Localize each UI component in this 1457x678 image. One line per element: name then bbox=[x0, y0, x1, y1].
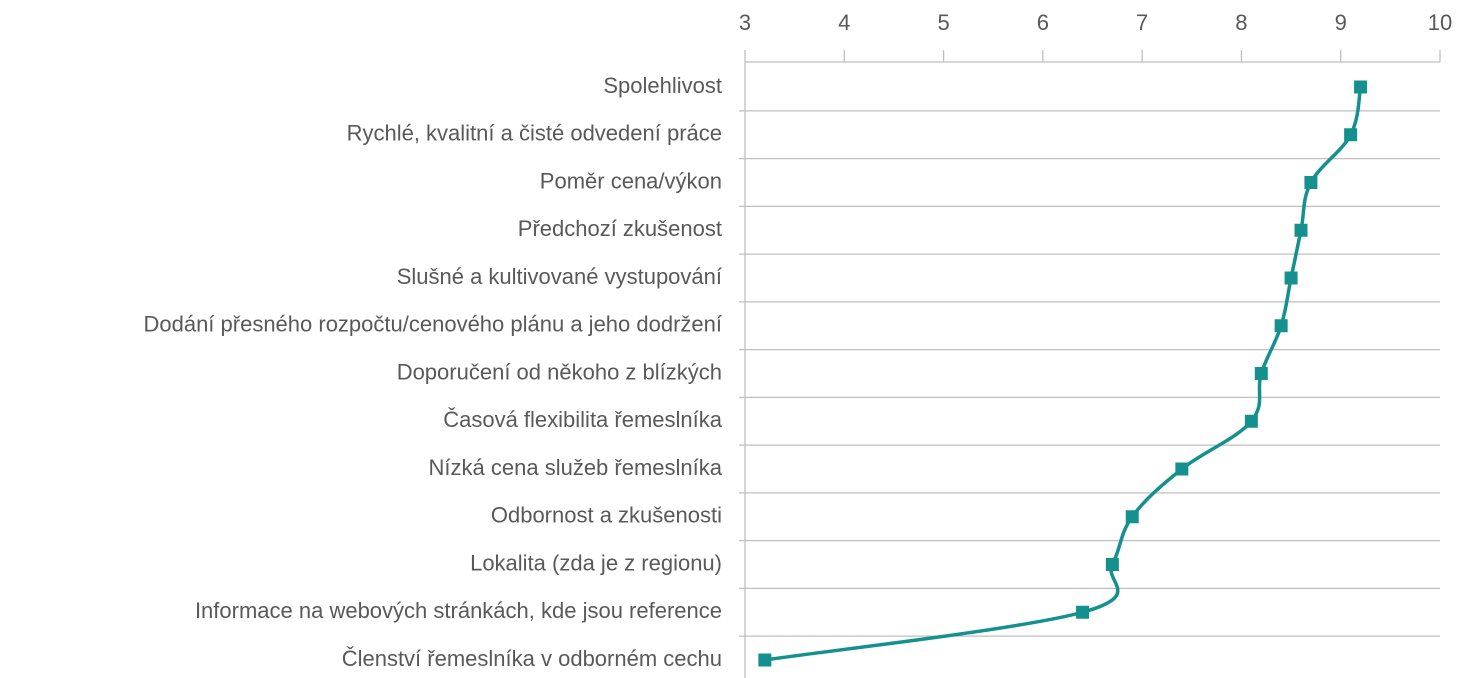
y-tick-label: Informace na webových stránkách, kde jso… bbox=[195, 598, 722, 623]
x-tick-label: 10 bbox=[1428, 10, 1452, 35]
y-tick-label: Rychlé, kvalitní a čisté odvedení práce bbox=[347, 121, 722, 146]
y-tick-label: Slušné a kultivované vystupování bbox=[397, 264, 722, 289]
marker bbox=[1354, 80, 1368, 94]
x-tick-label: 3 bbox=[739, 10, 751, 35]
y-tick-label: Dodání přesného rozpočtu/cenového plánu … bbox=[143, 312, 722, 337]
marker bbox=[1076, 605, 1090, 619]
marker bbox=[1254, 367, 1268, 380]
y-tick-label: Lokalita (zda je z regionu) bbox=[470, 550, 722, 575]
marker bbox=[1284, 271, 1298, 285]
marker bbox=[1294, 223, 1308, 237]
marker bbox=[1105, 558, 1119, 571]
y-tick-label: Doporučení od někoho z blízkých bbox=[397, 359, 722, 384]
marker bbox=[1344, 128, 1358, 142]
y-tick-label: Poměr cena/výkon bbox=[540, 168, 722, 193]
y-tick-label: Spolehlivost bbox=[603, 73, 722, 98]
marker bbox=[1304, 176, 1318, 189]
x-tick-label: 5 bbox=[937, 10, 949, 35]
x-tick-label: 4 bbox=[838, 10, 850, 35]
y-tick-label: Předchozí zkušenost bbox=[518, 216, 722, 241]
x-tick-label: 8 bbox=[1235, 10, 1247, 35]
y-tick-label: Časová flexibilita řemeslníka bbox=[443, 407, 723, 432]
y-tick-label: Nízká cena služeb řemeslníka bbox=[429, 455, 723, 480]
y-tick-label: Odbornost a zkušenosti bbox=[491, 503, 722, 528]
marker bbox=[1175, 462, 1189, 476]
data-line bbox=[764, 86, 1363, 662]
x-tick-label: 7 bbox=[1136, 10, 1148, 35]
y-tick-label: Členství řemeslníka v odborném cechu bbox=[342, 646, 722, 671]
marker bbox=[1244, 414, 1258, 428]
marker bbox=[1274, 319, 1288, 333]
x-tick-label: 9 bbox=[1335, 10, 1347, 35]
marker bbox=[1125, 510, 1139, 524]
marker bbox=[758, 653, 772, 667]
x-tick-label: 6 bbox=[1037, 10, 1049, 35]
